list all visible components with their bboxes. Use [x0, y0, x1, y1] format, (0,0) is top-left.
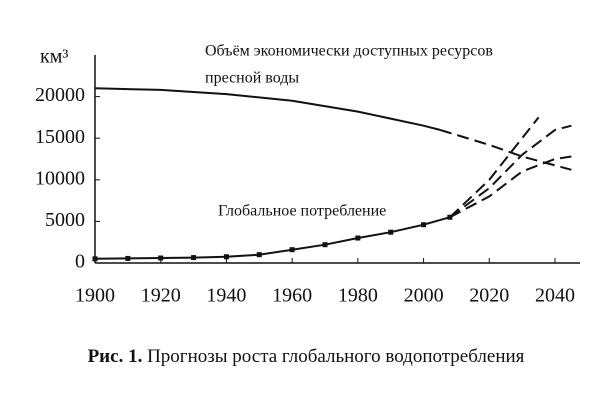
series-line: [449, 116, 540, 218]
y-axis-label: км³: [40, 46, 68, 68]
series-line: [449, 155, 572, 219]
point-marker: [322, 242, 328, 248]
x-tick-label: 2020: [469, 285, 509, 307]
point-marker: [125, 255, 131, 261]
point-marker: [223, 254, 229, 260]
y-tick-label: 20000: [35, 84, 85, 106]
y-tick-label: 5000: [45, 209, 85, 231]
point-marker: [388, 229, 394, 235]
point-marker: [447, 214, 453, 220]
caption: Рис. 1. Прогнозы роста глобального водоп…: [88, 346, 525, 367]
annotation: пресной воды: [205, 70, 299, 87]
caption-label: Рис. 1.: [88, 346, 143, 367]
x-tick-label: 1940: [206, 285, 246, 307]
y-tick-label: 10000: [35, 167, 85, 189]
x-tick-label: 1960: [272, 285, 312, 307]
annotation: Глобальное потребление: [218, 203, 386, 220]
x-tick-label: 1900: [75, 285, 115, 307]
annotation: Объём экономически доступных ресурсов: [205, 43, 493, 60]
x-tick-label: 2000: [404, 285, 444, 307]
y-tick-label: 0: [75, 251, 85, 273]
x-tick-label: 1980: [338, 285, 378, 307]
y-tick-label: 15000: [35, 126, 85, 148]
point-marker: [289, 247, 295, 253]
point-marker: [256, 252, 262, 258]
x-tick-label: 1920: [141, 285, 181, 307]
point-marker: [92, 256, 98, 262]
series-line: [449, 124, 572, 219]
point-marker: [158, 255, 164, 261]
series-line: [439, 128, 572, 171]
point-marker: [421, 222, 427, 228]
point-marker: [191, 255, 197, 261]
series-line: [94, 87, 441, 131]
series-line: [94, 216, 451, 260]
x-tick-label: 2040: [535, 285, 575, 307]
caption-text: Прогнозы роста глобального водопотреблен…: [147, 346, 525, 367]
point-marker: [355, 235, 361, 241]
